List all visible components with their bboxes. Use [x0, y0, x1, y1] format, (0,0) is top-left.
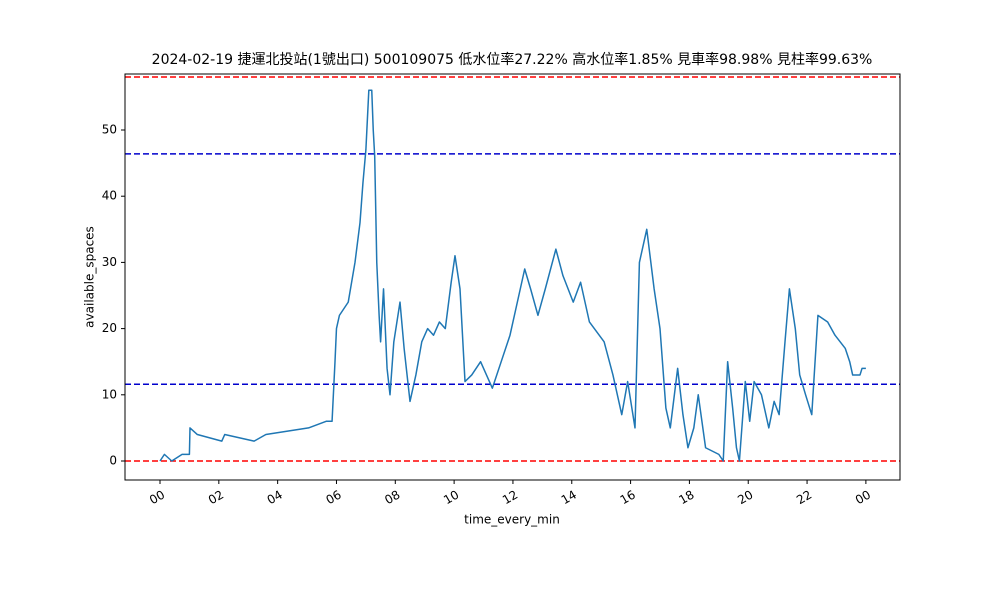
- x-tick-label: 22: [794, 488, 814, 508]
- y-tick-label: 30: [102, 255, 117, 269]
- x-tick-label: 20: [735, 488, 755, 508]
- y-tick-label: 0: [109, 454, 117, 468]
- y-tick-label: 40: [102, 189, 117, 203]
- x-tick-label: 04: [265, 488, 285, 508]
- chart-title: 2024-02-19 捷運北投站(1號出口) 500109075 低水位率27.…: [152, 51, 873, 68]
- x-tick-label: 18: [676, 488, 696, 508]
- x-tick-label: 06: [323, 488, 343, 508]
- y-axis-label: available_spaces: [83, 226, 97, 328]
- y-tick-label: 20: [102, 321, 117, 335]
- x-tick-label: 02: [206, 488, 226, 508]
- x-tick-label: 08: [382, 488, 402, 508]
- x-tick-label: 00: [853, 488, 873, 508]
- x-tick-label: 10: [441, 488, 461, 508]
- y-tick-label: 10: [102, 387, 117, 401]
- x-axis-label: time_every_min: [464, 513, 560, 527]
- x-tick-label: 16: [618, 488, 638, 508]
- x-tick-label: 12: [500, 488, 520, 508]
- y-tick-label: 50: [102, 123, 117, 137]
- x-tick-label: 00: [147, 488, 167, 508]
- plot-frame: [124, 73, 901, 481]
- x-tick-label: 14: [559, 488, 579, 508]
- data-line: [159, 89, 866, 462]
